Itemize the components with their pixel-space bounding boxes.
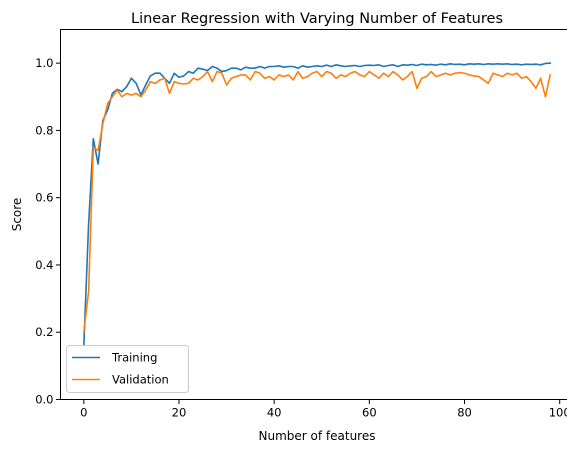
y-tick-label: 1.0 [35, 56, 53, 70]
x-tick-label: 100 [549, 406, 567, 420]
plot-frame [60, 29, 567, 400]
x-tick-label: 40 [267, 406, 282, 420]
x-tick-label: 60 [362, 406, 377, 420]
y-tick-label: 0.0 [35, 393, 53, 407]
x-axis-label: Number of features [259, 429, 376, 443]
x-tick-label: 80 [457, 406, 472, 420]
y-tick-label: 0.4 [35, 258, 53, 272]
series-line-training [82, 62, 552, 347]
series-line-validation [82, 70, 552, 334]
legend-label-training: Training [111, 351, 157, 365]
legend-label-validation: Validation [112, 373, 169, 387]
chart-title: Linear Regression with Varying Number of… [131, 11, 503, 27]
y-axis-label: Score [10, 198, 24, 232]
y-tick-label: 0.6 [35, 191, 53, 205]
y-tick-label: 0.2 [35, 325, 53, 339]
y-tick-label: 0.8 [35, 123, 53, 137]
tick-layer: 0 20 40 60 80 100 0.0 0.2 0.4 0.6 0.8 1.0 [35, 56, 567, 419]
x-tick-label: 0 [80, 406, 87, 420]
x-tick-label: 20 [172, 406, 187, 420]
series-layer [82, 62, 552, 347]
legend: Training Validation [66, 345, 189, 393]
